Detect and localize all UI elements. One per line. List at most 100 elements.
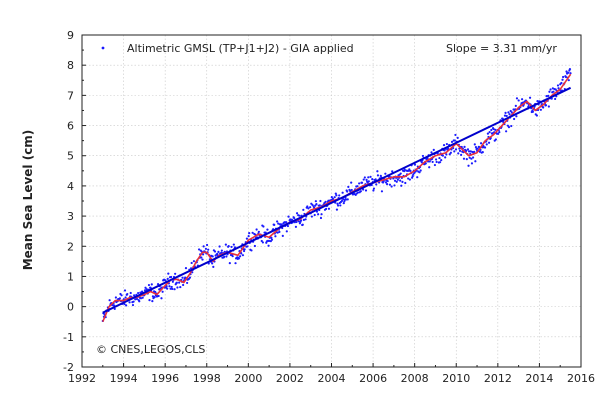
data-point bbox=[330, 196, 333, 199]
data-point bbox=[151, 300, 154, 303]
data-point bbox=[393, 184, 396, 187]
data-point bbox=[171, 287, 174, 291]
data-point bbox=[242, 249, 246, 253]
data-point bbox=[331, 197, 335, 201]
data-point bbox=[569, 72, 572, 75]
data-point bbox=[393, 179, 397, 182]
data-point bbox=[319, 216, 323, 220]
x-tick-label: 1992 bbox=[68, 372, 96, 385]
data-point bbox=[471, 150, 474, 154]
data-point bbox=[318, 204, 321, 207]
data-point bbox=[309, 206, 312, 209]
data-point bbox=[234, 262, 237, 265]
x-tick-label: 2002 bbox=[276, 372, 304, 385]
data-point bbox=[431, 160, 434, 164]
data-point bbox=[190, 261, 193, 265]
data-point bbox=[313, 213, 316, 217]
data-point bbox=[342, 202, 345, 205]
data-point bbox=[181, 276, 184, 279]
data-point bbox=[175, 281, 178, 284]
data-point bbox=[507, 126, 511, 129]
data-point bbox=[485, 143, 488, 146]
data-point bbox=[243, 248, 246, 251]
data-point bbox=[151, 295, 155, 298]
data-point bbox=[380, 190, 384, 193]
data-point bbox=[141, 296, 144, 299]
x-tick-label: 2006 bbox=[359, 372, 387, 385]
data-point bbox=[483, 146, 487, 149]
data-point bbox=[344, 198, 348, 201]
data-point bbox=[297, 220, 300, 223]
data-point bbox=[270, 238, 274, 241]
data-point bbox=[218, 245, 221, 248]
data-point bbox=[212, 265, 215, 268]
data-point bbox=[490, 128, 493, 132]
trend-line-layer bbox=[102, 86, 572, 314]
data-point bbox=[510, 111, 513, 114]
data-point bbox=[124, 296, 127, 299]
data-point bbox=[367, 176, 370, 179]
data-point bbox=[281, 234, 284, 238]
y-axis: -2 -1 0 1 2 3 4 5 6 7 8 9 bbox=[63, 29, 86, 374]
data-point bbox=[560, 81, 563, 85]
data-point bbox=[491, 132, 494, 135]
data-point bbox=[287, 215, 290, 218]
legend-marker bbox=[101, 46, 105, 50]
data-point bbox=[327, 207, 331, 210]
data-point bbox=[201, 253, 205, 256]
data-point bbox=[494, 128, 497, 131]
data-point bbox=[372, 187, 376, 190]
data-point bbox=[156, 282, 160, 286]
data-point bbox=[536, 99, 539, 103]
data-point bbox=[232, 243, 235, 246]
data-point bbox=[157, 294, 160, 298]
data-point bbox=[400, 184, 403, 187]
data-point bbox=[449, 151, 452, 154]
data-point bbox=[375, 183, 378, 186]
data-point bbox=[164, 279, 167, 282]
data-point bbox=[454, 148, 458, 151]
data-point bbox=[367, 180, 370, 183]
data-point bbox=[453, 150, 456, 153]
data-point bbox=[435, 160, 438, 164]
data-point bbox=[207, 248, 210, 251]
data-point bbox=[138, 300, 141, 303]
data-point bbox=[358, 182, 361, 185]
data-point bbox=[306, 205, 309, 208]
data-point bbox=[336, 204, 340, 207]
data-point bbox=[276, 231, 279, 234]
data-point bbox=[443, 149, 446, 152]
data-point bbox=[220, 251, 223, 254]
data-point bbox=[445, 153, 448, 156]
data-point bbox=[374, 178, 377, 181]
data-point bbox=[247, 235, 250, 238]
data-point bbox=[246, 245, 249, 248]
data-point bbox=[428, 160, 431, 163]
data-point bbox=[240, 252, 243, 255]
data-point bbox=[556, 84, 560, 87]
data-point bbox=[197, 248, 201, 251]
data-point bbox=[179, 285, 182, 289]
data-point bbox=[168, 285, 171, 288]
data-point bbox=[211, 255, 214, 258]
y-tick-label: 2 bbox=[67, 240, 74, 253]
data-point bbox=[409, 169, 412, 172]
data-point bbox=[341, 191, 344, 194]
data-point bbox=[266, 228, 269, 231]
data-point bbox=[220, 249, 223, 252]
data-point bbox=[126, 292, 129, 296]
data-point bbox=[384, 181, 388, 184]
data-point bbox=[481, 151, 484, 154]
data-point bbox=[470, 157, 473, 160]
data-point bbox=[408, 178, 411, 181]
data-point bbox=[161, 290, 164, 293]
data-point bbox=[376, 170, 379, 173]
data-point bbox=[403, 168, 406, 171]
data-point bbox=[384, 172, 387, 175]
y-tick-label: 9 bbox=[67, 29, 74, 42]
data-point bbox=[273, 223, 276, 226]
data-point bbox=[486, 132, 489, 135]
data-point bbox=[442, 143, 446, 147]
data-point bbox=[548, 90, 551, 93]
data-point bbox=[250, 249, 253, 252]
